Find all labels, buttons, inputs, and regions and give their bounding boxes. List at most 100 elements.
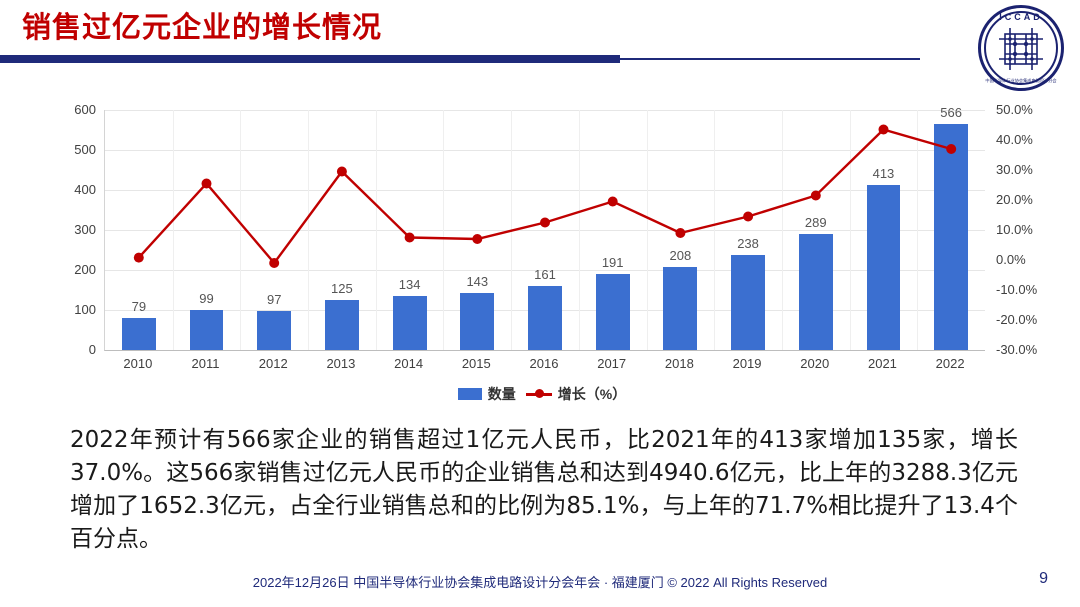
growth-line-series xyxy=(133,124,957,268)
legend-line-label: 增长（%） xyxy=(557,386,627,402)
right-axis-tick-label: 40.0% xyxy=(996,132,1033,147)
right-axis-tick-label: 0.0% xyxy=(996,252,1026,267)
category-axis-label: 2017 xyxy=(597,356,627,371)
chart-bar xyxy=(731,254,765,350)
bar-value-label: 134 xyxy=(398,277,421,293)
left-axis-tick-label: 400 xyxy=(74,182,96,197)
line-data-point xyxy=(336,166,347,177)
category-axis-label: 2014 xyxy=(394,356,424,371)
bar-value-label: 97 xyxy=(266,292,282,308)
left-axis-tick-label: 200 xyxy=(74,262,96,277)
bar-value-label: 238 xyxy=(737,235,759,251)
bar-value-label: 566 xyxy=(940,104,962,120)
line-data-point xyxy=(607,196,618,207)
gridline-vertical xyxy=(240,110,242,350)
left-axis-tick-label: 100 xyxy=(74,302,96,317)
bar-value-label: 191 xyxy=(601,254,624,270)
title-rule-thin xyxy=(620,58,920,60)
right-axis-tick-label: -10.0% xyxy=(996,282,1038,297)
category-axis-label: 2019 xyxy=(732,356,762,371)
iccad-logo: ICCAD 中国半导体行业协会集成电路设计分会 xyxy=(978,5,1064,91)
chart-bar xyxy=(528,285,562,350)
legend-item-bar: 数量 xyxy=(457,384,516,404)
chart-bar xyxy=(663,266,698,350)
gridline-vertical xyxy=(443,110,445,350)
svg-text:ICCAD: ICCAD xyxy=(999,12,1043,22)
svg-text:中国半导体行业协会集成电路设计分会: 中国半导体行业协会集成电路设计分会 xyxy=(985,77,1057,84)
gridline-vertical xyxy=(714,110,716,350)
growth-chart: 79 99 97 125 134 143 161 191 208 238 289 413 566 0 10… xyxy=(52,96,1037,416)
gridline-horizontal xyxy=(105,270,985,271)
logo-grid-icon: ICCAD 中国半导体行业协会集成电路设计分会 xyxy=(985,12,1057,84)
chart-plot-area: 79 99 97 125 134 143 161 191 208 238 289 413 566 xyxy=(104,105,985,351)
left-axis-tick-label: 600 xyxy=(74,102,96,117)
gridline-vertical xyxy=(308,110,310,350)
gridline-horizontal xyxy=(105,190,985,191)
right-axis-tick-label: -30.0% xyxy=(996,342,1038,357)
chart-bar xyxy=(189,310,224,350)
line-data-point xyxy=(743,211,754,222)
chart-bar xyxy=(325,300,359,350)
bar-value-label: 79 xyxy=(131,299,147,315)
line-marker-icon xyxy=(525,388,552,400)
left-axis-tick-label: 500 xyxy=(74,142,96,157)
bar-swatch-icon xyxy=(457,388,482,400)
line-data-point xyxy=(878,124,889,135)
gridline-horizontal xyxy=(105,110,985,111)
category-axis-label: 2021 xyxy=(867,356,897,371)
category-axis-label: 2010 xyxy=(123,356,153,371)
gridline-vertical xyxy=(646,110,648,350)
category-axis-label: 2018 xyxy=(664,356,694,371)
chart-bar xyxy=(460,292,495,350)
line-data-point xyxy=(675,228,686,238)
gridline-vertical xyxy=(849,110,851,350)
chart-bar xyxy=(934,123,969,350)
line-data-point xyxy=(810,190,821,201)
chart-bar xyxy=(798,234,833,350)
line-data-point xyxy=(201,178,212,189)
gridline-vertical xyxy=(917,110,919,350)
category-axis-label: 2020 xyxy=(800,356,830,371)
line-data-point xyxy=(946,144,957,154)
left-axis-tick-label: 0 xyxy=(88,342,96,357)
title-rule-thick xyxy=(0,55,620,63)
gridline-vertical xyxy=(375,110,377,350)
gridline-horizontal xyxy=(105,150,985,151)
chart-bar xyxy=(595,273,630,350)
category-axis-label: 2015 xyxy=(461,356,491,371)
page-number: 9 xyxy=(1039,570,1048,587)
category-axis-label: 2016 xyxy=(529,356,559,371)
bar-value-label: 289 xyxy=(804,215,827,231)
gridline-horizontal xyxy=(105,230,985,231)
gridline-vertical xyxy=(781,110,783,350)
page-title: 销售过亿元企业的增长情况 xyxy=(22,12,383,44)
right-axis-tick-label: 30.0% xyxy=(996,162,1033,177)
bar-value-label: 413 xyxy=(872,165,895,181)
right-axis-tick-label: 50.0% xyxy=(996,102,1033,117)
chart-bar xyxy=(392,296,427,350)
category-axis-label: 2022 xyxy=(935,356,965,371)
bar-value-label: 125 xyxy=(331,281,353,296)
chart-bar xyxy=(866,184,901,350)
left-axis-tick-label: 300 xyxy=(74,222,96,237)
bar-value-label: 161 xyxy=(534,266,556,282)
footer-text: 2022年12月26日 中国半导体行业协会集成电路设计分会年会 · 福建厦门 ©… xyxy=(252,575,828,590)
category-axis-label: 2013 xyxy=(326,356,356,371)
logo-inner-ring xyxy=(984,11,1058,85)
line-data-point xyxy=(472,234,483,244)
body-paragraph: 2022年预计有566家企业的销售超过1亿元人民币，比2021年的413家增加1… xyxy=(70,427,1018,552)
right-axis-tick-label: 10.0% xyxy=(996,222,1033,237)
legend-item-line: 增长（%） xyxy=(525,384,627,404)
line-data-point xyxy=(133,252,144,263)
right-axis-tick-label: -20.0% xyxy=(996,312,1038,327)
bar-value-label: 208 xyxy=(669,247,692,263)
chart-bar xyxy=(121,318,156,350)
chart-legend: 数量 增长（%） xyxy=(52,384,1032,404)
bar-value-label: 99 xyxy=(199,291,214,307)
bar-value-label: 143 xyxy=(466,273,489,289)
chart-bar xyxy=(257,311,292,350)
line-data-point xyxy=(269,258,280,268)
gridline-vertical xyxy=(578,110,580,350)
line-data-point xyxy=(404,232,415,243)
legend-bar-label: 数量 xyxy=(487,386,516,402)
